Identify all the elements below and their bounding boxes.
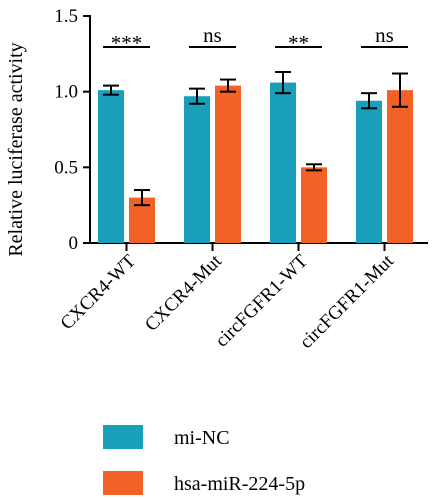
significance-label: ns bbox=[375, 23, 394, 47]
plot-area: Relative luciferase activity 0 0.5 1.0 1.5 CX… bbox=[5, 6, 428, 353]
bar bbox=[387, 90, 413, 243]
bar bbox=[215, 85, 241, 243]
category-label: CXCR4-WT bbox=[57, 250, 141, 334]
bar bbox=[270, 82, 296, 243]
legend-label: mi-NC bbox=[174, 427, 230, 449]
bar bbox=[356, 100, 382, 243]
legend-swatch bbox=[103, 471, 143, 495]
bar bbox=[184, 96, 210, 243]
legend-label: hsa-miR-224-5p bbox=[174, 473, 305, 495]
significance-label: ns bbox=[203, 23, 222, 47]
category-label: CXCR4-Mut bbox=[141, 250, 227, 336]
y-tick-label: 1.5 bbox=[54, 6, 78, 27]
significance-label: *** bbox=[111, 31, 143, 55]
significance-label: ** bbox=[288, 31, 309, 55]
legend: mi-NC hsa-miR-224-5p bbox=[103, 425, 305, 495]
bar bbox=[301, 167, 327, 243]
y-tick-label: 1.0 bbox=[54, 82, 78, 103]
legend-swatch bbox=[103, 425, 143, 449]
y-axis-label: Relative luciferase activity bbox=[5, 42, 27, 256]
y-tick-label: 0.5 bbox=[54, 157, 78, 178]
y-tick-label: 0 bbox=[69, 233, 79, 254]
bar bbox=[98, 90, 124, 243]
